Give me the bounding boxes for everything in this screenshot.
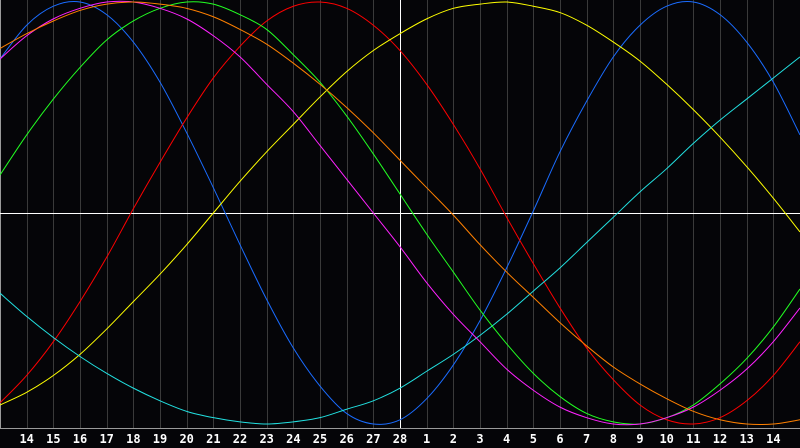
x-tick-label: 23 [259,432,273,446]
x-tick-label: 14 [19,432,33,446]
x-tick-label: 14 [766,432,780,446]
x-tick-label: 3 [476,432,483,446]
x-tick-label: 25 [313,432,327,446]
x-tick-label: 6 [556,432,563,446]
x-tick-label: 18 [126,432,140,446]
series-line-1 [0,1,800,425]
x-tick-label: 9 [636,432,643,446]
x-tick-label: 2 [450,432,457,446]
x-tick-label: 20 [179,432,193,446]
x-tick-label: 26 [339,432,353,446]
x-tick-label: 4 [503,432,510,446]
x-tick-label: 21 [206,432,220,446]
x-tick-label: 27 [366,432,380,446]
x-tick-label: 5 [530,432,537,446]
x-tick-label: 8 [610,432,617,446]
x-tick-label: 1 [423,432,430,446]
x-tick-label: 24 [286,432,300,446]
series-line-2 [0,1,800,425]
x-tick-label: 15 [46,432,60,446]
series-line-4 [0,56,800,425]
x-tick-label: 7 [583,432,590,446]
x-tick-label: 12 [713,432,727,446]
series-lines [0,0,800,426]
series-line-3 [0,1,800,406]
axes [0,0,800,429]
series-line-7 [0,1,800,426]
x-tick-label: 17 [99,432,113,446]
x-tick-labels: 14 15 16 17 18 19 20 21 22 23 24 25 26 27 28 1 2 3 4 5 6 7 8 9 1… [19,432,780,446]
x-tick-label: 10 [659,432,673,446]
x-tick-label: 16 [73,432,87,446]
x-tick-label: 11 [686,432,700,446]
x-tick-label: 13 [739,432,753,446]
x-tick-label: 22 [233,432,247,446]
x-tick-label: 19 [153,432,167,446]
x-tick-label: 28 [393,432,407,446]
